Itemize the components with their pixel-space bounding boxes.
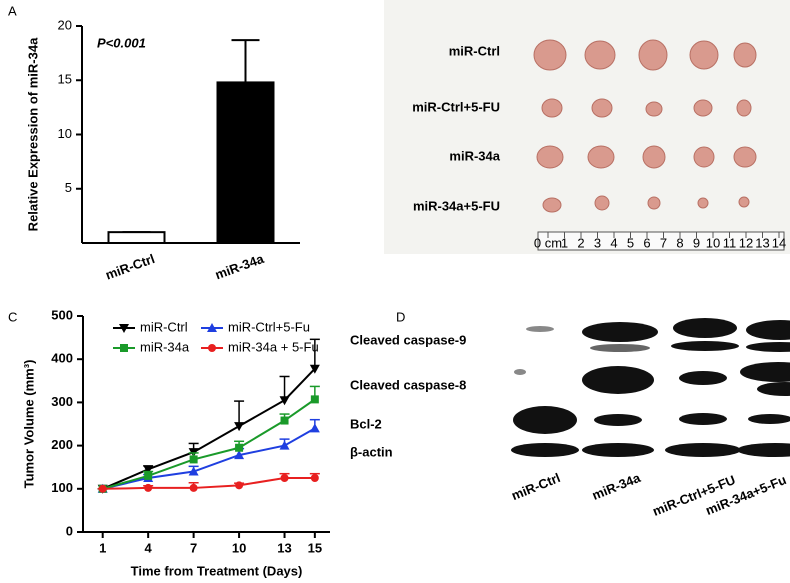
x-tick-label: miR-34a — [213, 251, 266, 283]
marker — [309, 423, 320, 433]
marker — [279, 440, 290, 450]
ruler-label: 13 — [755, 235, 769, 250]
ruler-label: 12 — [739, 235, 753, 250]
legend-marker — [207, 323, 217, 332]
bar — [107, 231, 166, 244]
ruler-label: 5 — [627, 235, 634, 250]
x-tick-label: 1 — [99, 540, 106, 555]
legend-marker — [119, 324, 129, 333]
y-tick-label: 10 — [58, 126, 72, 141]
marker — [189, 455, 198, 464]
line — [102, 368, 316, 490]
legend-label: miR-34a + 5-Fu — [228, 339, 319, 354]
marker — [310, 474, 319, 482]
bar — [216, 81, 275, 244]
x-axis-label: Time from Treatment (Days) — [131, 563, 303, 578]
x-tick-label: 13 — [277, 540, 291, 555]
ruler-label: 3 — [594, 235, 601, 250]
panel-label: C — [8, 309, 17, 324]
legend-label: miR-34a — [140, 339, 190, 354]
ruler-label: 2 — [577, 235, 584, 250]
row-label: Cleaved caspase-9 — [350, 332, 466, 347]
row-label: miR-Ctrl+5-FU — [412, 99, 500, 114]
y-tick-label: 300 — [51, 394, 73, 409]
marker — [144, 471, 153, 480]
ruler-label: 8 — [676, 235, 683, 250]
row-label: Cleaved caspase-8 — [350, 377, 466, 392]
line — [102, 398, 316, 490]
y-tick-label: 400 — [51, 351, 73, 366]
y-tick-label: 20 — [58, 17, 72, 32]
y-tick-label: 15 — [58, 72, 72, 87]
x-tick-label: 10 — [232, 540, 246, 555]
x-tick-label: 7 — [190, 540, 197, 555]
marker — [143, 465, 154, 475]
lane-label: miR-Ctrl — [509, 470, 562, 503]
ruler-label: 11 — [723, 235, 737, 250]
western-blot: Cleaved caspase-9 Cleaved caspase-8 Bcl-… — [350, 318, 790, 519]
row-label: miR-Ctrl — [449, 43, 500, 58]
ruler-label: 0 cm — [534, 235, 562, 250]
y-tick-label: 500 — [51, 307, 73, 322]
marker — [279, 396, 290, 406]
ruler-label: 10 — [706, 235, 720, 250]
marker — [234, 422, 245, 432]
lane-label: miR-34a — [590, 470, 643, 503]
marker — [98, 484, 107, 493]
y-tick-label: 200 — [51, 437, 73, 452]
legend-label: miR-Ctrl — [140, 319, 188, 334]
panel-label: D — [396, 309, 405, 324]
ruler-label: 7 — [660, 235, 667, 250]
y-axis-label: Tumor Volume (mm³) — [21, 360, 36, 489]
marker — [189, 483, 198, 492]
marker — [144, 483, 153, 492]
legend-marker — [208, 344, 216, 352]
annotation: P<0.001 — [97, 35, 146, 50]
marker — [235, 443, 244, 452]
x-tick-label: miR-Ctrl — [103, 251, 156, 283]
row-label: miR-34a+5-FU — [413, 198, 500, 213]
marker — [280, 474, 289, 482]
x-tick-label: 4 — [145, 540, 153, 555]
ruler-label: 4 — [610, 235, 617, 250]
marker — [310, 395, 319, 404]
y-axis-label: Relative Expression of miR-34a — [25, 37, 40, 231]
marker — [234, 450, 245, 460]
ruler-label: 1 — [561, 235, 568, 250]
tumor-photo: miR-Ctrl miR-Ctrl+5-FU miR-34a miR-34a+5… — [384, 0, 790, 254]
row-label: β-actin — [350, 444, 393, 459]
y-tick-label: 0 — [66, 523, 73, 538]
ruler-label: 14 — [772, 235, 786, 250]
y-tick-label: 100 — [51, 480, 73, 495]
y-tick-label: 5 — [65, 180, 72, 195]
legend-label: miR-Ctrl+5-Fu — [228, 319, 310, 334]
x-tick-label: 15 — [308, 540, 322, 555]
legend-marker — [120, 344, 128, 352]
ruler-label: 6 — [643, 235, 650, 250]
marker — [309, 364, 320, 374]
marker — [188, 466, 199, 476]
ruler-label: 9 — [693, 235, 700, 250]
row-label: miR-34a — [449, 148, 500, 163]
line — [102, 427, 316, 490]
marker — [235, 481, 244, 490]
panel-label: A — [8, 3, 17, 18]
row-label: Bcl-2 — [350, 416, 382, 431]
line — [102, 477, 315, 490]
marker — [280, 416, 289, 425]
